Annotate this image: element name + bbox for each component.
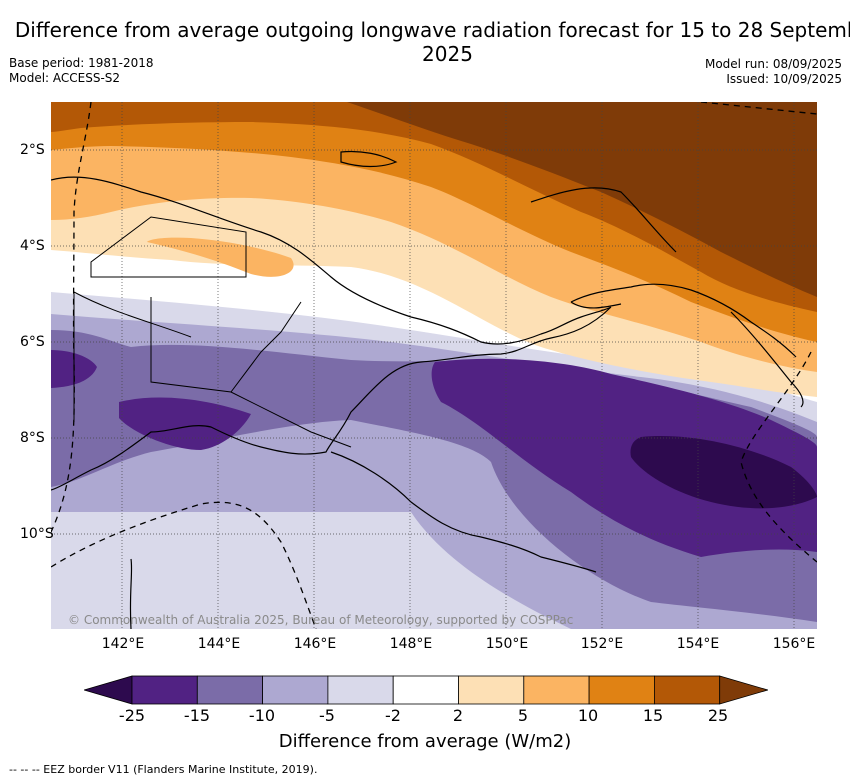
y-tick-label: 8°S	[20, 430, 45, 446]
colorbar	[84, 675, 768, 705]
colorbar-tick-label: 25	[707, 706, 729, 725]
colorbar-segment	[654, 675, 721, 705]
x-tick-label: 144°E	[197, 636, 241, 652]
colorbar-tick-label: 10	[577, 706, 599, 725]
map-panel	[51, 102, 817, 629]
colorbar-segment	[327, 675, 394, 705]
model-name: Model: ACCESS-S2	[9, 71, 121, 85]
colorbar-segment	[588, 675, 655, 705]
colorbar-extend-high	[719, 675, 768, 705]
meta-right: Model run: 08/09/2025 Issued: 10/09/2025	[705, 57, 842, 87]
colorbar-extend-low	[84, 675, 133, 705]
colorbar-segments	[84, 675, 768, 705]
y-tick-label: 2°S	[20, 142, 45, 158]
model-run: Model run: 08/09/2025	[704, 57, 842, 71]
band-plus-25	[347, 102, 817, 297]
colorbar-tick-label: 2	[452, 706, 464, 725]
copyright-notice: © Commonwealth of Australia 2025, Bureau…	[68, 613, 574, 627]
x-tick-label: 154°E	[676, 636, 720, 652]
new-britain-coast	[570, 283, 797, 358]
colorbar-tick-label: -15	[183, 706, 211, 725]
manus-coast	[340, 150, 398, 168]
colorbar-segment	[262, 675, 329, 705]
colorbar-tick-label: -2	[385, 706, 401, 725]
southern-coast	[330, 451, 597, 573]
colorbar-segment	[196, 675, 264, 705]
issued-date: Issued: 10/09/2025	[726, 72, 842, 86]
olr-anomaly-map	[51, 102, 817, 629]
y-tick-label: 4°S	[20, 238, 45, 254]
map-title: Difference from average outgoing longwav…	[14, 18, 850, 66]
y-tick-label: 6°S	[20, 334, 45, 350]
colorbar-tick-label: -5	[319, 706, 335, 725]
colorbar-tick-label: 5	[517, 706, 529, 725]
x-tick-label: 148°E	[389, 636, 433, 652]
base-period: Base period: 1981-2018	[9, 56, 154, 70]
bougainville-coast	[730, 311, 804, 408]
colorbar-tick-label: -10	[248, 706, 276, 725]
colorbar-segment	[131, 675, 198, 705]
x-tick-label: 146°E	[293, 636, 337, 652]
x-tick-label: 150°E	[485, 636, 529, 652]
colorbar-title: Difference from average (W/m2)	[278, 731, 572, 752]
colorbar-tick-label: -25	[118, 706, 146, 725]
coastlines	[51, 150, 804, 629]
x-tick-label: 142°E	[101, 636, 145, 652]
x-tick-label: 152°E	[580, 636, 624, 652]
colorbar-segment	[392, 675, 459, 705]
colorbar-segment	[458, 675, 525, 705]
colorbar-segment	[523, 675, 590, 705]
colorbar-tick-label: 15	[642, 706, 664, 725]
meta-left: Base period: 1981-2018 Model: ACCESS-S2	[9, 56, 154, 86]
band-minus-25	[630, 436, 817, 509]
eez-footnote: -- -- -- EEZ border V11 (Flanders Marine…	[9, 763, 318, 776]
new-guinea-coast	[51, 176, 612, 491]
x-tick-label: 156°E	[772, 636, 816, 652]
y-tick-label: 10°S	[20, 526, 54, 542]
eez-border	[51, 102, 817, 629]
new-ireland-coast	[530, 187, 677, 253]
band-minus-15-to-25	[51, 350, 817, 557]
cape-york-coast	[129, 558, 133, 629]
graticule	[51, 102, 817, 629]
